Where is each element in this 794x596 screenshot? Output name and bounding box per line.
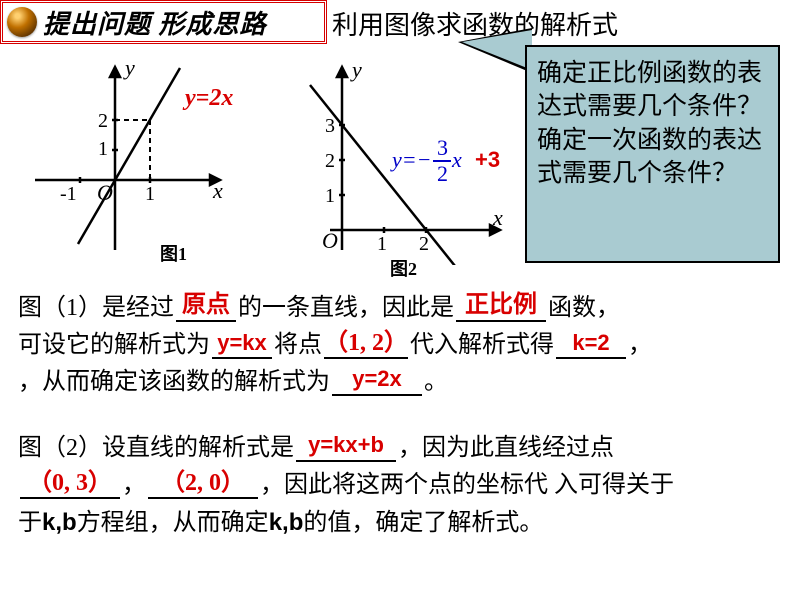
p2-b1: y=kx+b: [308, 432, 384, 457]
svg-text:y=−: y=−: [390, 147, 431, 172]
p2-kb: k,b: [42, 509, 77, 536]
p1-b2: 正比例: [465, 292, 537, 318]
globe-icon: [7, 7, 37, 37]
graph1-ytick-1: 1: [98, 138, 108, 160]
p2-b3: （2, 0）: [161, 470, 245, 496]
graph1-origin: O: [97, 180, 113, 205]
p1-t5: 代入解析式得: [410, 332, 554, 358]
graphs-area: y x O -1 1 1 2 y=2x 图1: [20, 55, 520, 275]
p1-b3: y=kx: [217, 330, 267, 355]
header-text: 提出问题 形成思路: [43, 4, 267, 41]
p1-t2: 的一条直线，因此是: [238, 295, 454, 321]
p1-t5b: ，: [628, 332, 652, 358]
p1-t1: 图（1）是经过: [18, 295, 174, 321]
graph2-ytick-3: 3: [325, 115, 335, 137]
graph1-svg: y x O -1 1 1 2 y=2x: [20, 55, 270, 265]
p1-b4: （1, 2）: [324, 330, 408, 356]
p2-t3: ，: [122, 472, 146, 498]
graph2-den: 2: [437, 161, 448, 186]
graph2-xtick-1: 1: [377, 233, 387, 255]
graph2-plus3: +3: [475, 147, 500, 172]
graph2-ylabel: y: [350, 57, 362, 82]
p1-t6: ，从而确定该函数的解析式为: [18, 369, 330, 395]
p2-t2: ，因为此直线经过点: [398, 435, 614, 461]
p1-t7: 。: [424, 369, 448, 395]
paragraph-1: 图（1）是经过原点的一条直线，因此是正比例函数， 可设它的解析式为 y=kx 将点（…: [18, 290, 778, 402]
graph2-ytick-1: 1: [325, 185, 335, 207]
p2-t6: 的值，确定了解析式。: [303, 510, 543, 536]
graph1-equation: y=2x: [182, 85, 233, 111]
graph2-origin: O: [322, 228, 338, 253]
graph1-xtick-1: 1: [145, 183, 155, 205]
graph2-svg: y x O 1 2 1 2 3 y=− 3 2 x +3: [300, 55, 520, 265]
p2-t4b: 于: [18, 510, 42, 536]
graph2-ytick-2: 2: [325, 150, 335, 172]
graph2-num: 3: [437, 135, 448, 160]
graph1-ytick-2: 2: [98, 110, 108, 132]
graph2-label: 图2: [390, 255, 417, 281]
p2-t4: ，因此将这两个点的坐标代 入可得关于: [260, 472, 674, 498]
callout-box: 确定正比例函数的表达式需要几个条件？确定一次函数的表达式需要几个条件？: [525, 45, 780, 263]
p2-b2: （0, 3）: [28, 470, 112, 496]
p1-b1: 原点: [182, 292, 230, 318]
p1-b6: y=2x: [352, 366, 402, 391]
graph1-ylabel: y: [123, 55, 135, 80]
p1-t4: 将点: [274, 332, 322, 358]
graph1-xlabel: x: [212, 178, 223, 203]
graph2-suffix: x: [451, 147, 462, 172]
header-box: 提出问题 形成思路: [0, 0, 327, 44]
p2-kb2: k,b: [269, 509, 304, 536]
graph1-xtick-neg1: -1: [60, 183, 77, 205]
graph2-xlabel: x: [492, 205, 503, 230]
graph1-label: 图1: [160, 240, 187, 266]
p1-b5: k=2: [572, 330, 609, 355]
p1-t3a: 函数，: [548, 295, 620, 321]
p1-t3b: 可设它的解析式为: [18, 332, 210, 358]
graph2-xtick-2: 2: [419, 233, 429, 255]
paragraph-2: 图（2）设直线的解析式是 y=kx+b ，因为此直线经过点 （0, 3） ， （2, 0…: [18, 430, 778, 543]
p2-t1: 图（2）设直线的解析式是: [18, 435, 294, 461]
p2-t5: 方程组，从而确定: [77, 510, 269, 536]
